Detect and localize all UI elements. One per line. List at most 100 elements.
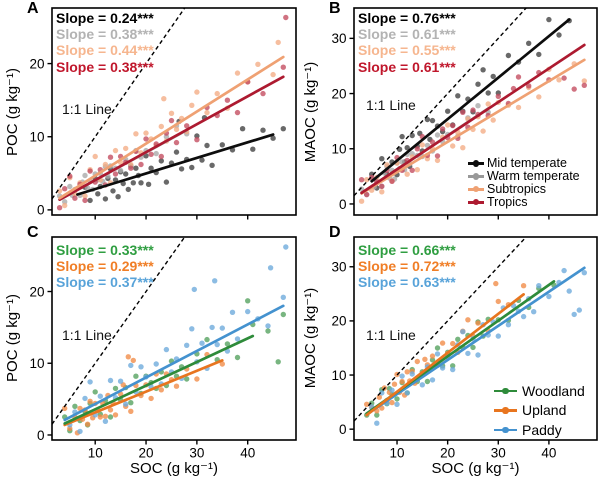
data-point — [219, 142, 225, 148]
warm-temperate-marker-icon — [468, 172, 484, 180]
data-point — [245, 308, 251, 315]
data-point — [234, 70, 241, 76]
panel-a-letter: A — [27, 0, 39, 17]
data-point — [143, 136, 149, 142]
data-point — [455, 93, 461, 99]
data-point — [379, 156, 385, 162]
data-point — [61, 199, 68, 205]
data-point — [115, 194, 121, 200]
regression-line-paddy — [365, 266, 586, 416]
data-point — [520, 283, 527, 289]
data-point — [571, 311, 577, 318]
slope-label-woodland: Slope = 0.33*** — [56, 242, 154, 258]
data-point — [581, 82, 587, 89]
data-point — [95, 191, 101, 197]
data-point — [515, 104, 522, 111]
slope-label-paddy: Slope = 0.63*** — [358, 274, 456, 291]
data-point — [581, 78, 587, 84]
y-tick-label: 0 — [37, 428, 45, 443]
data-point — [178, 166, 185, 172]
data-point — [364, 177, 370, 183]
x-tick-label: 20 — [440, 446, 455, 461]
slope-label-tropics: Slope = 0.38*** — [56, 58, 154, 75]
data-point — [117, 167, 124, 174]
y-tick-label: 20 — [29, 56, 44, 71]
slope-label-upland: Slope = 0.29*** — [56, 258, 154, 275]
legend-item-woodland: Woodland — [494, 381, 585, 401]
data-point — [87, 379, 93, 385]
one-to-one-label-a: 1:1 Line — [62, 101, 112, 117]
data-point — [358, 198, 365, 204]
y-tick-label: 20 — [29, 284, 44, 299]
data-point — [445, 122, 451, 128]
mid-temperate-marker-icon — [468, 159, 484, 167]
data-point — [399, 133, 405, 140]
data-point — [107, 414, 114, 420]
data-point — [194, 376, 200, 382]
data-point — [409, 132, 415, 139]
data-point — [123, 401, 129, 407]
data-point — [434, 153, 441, 159]
data-point — [265, 328, 271, 334]
data-point — [455, 336, 461, 342]
data-point — [270, 135, 276, 141]
slope-label-warm-temperate: Slope = 0.38*** — [56, 26, 154, 43]
y-axis-title-a: POC (g kg⁻¹) — [4, 68, 21, 156]
data-point — [97, 393, 104, 399]
y-tick-label: 30 — [331, 260, 346, 275]
data-point — [536, 283, 542, 289]
data-point — [97, 414, 104, 420]
data-point — [260, 127, 266, 133]
regression-line-subtropics — [360, 58, 586, 195]
panel-d-frame — [353, 236, 598, 441]
data-point — [145, 181, 152, 187]
regression-line-mid-temperate — [370, 18, 571, 183]
data-point — [107, 154, 114, 160]
data-point — [107, 377, 114, 384]
data-point — [92, 389, 98, 395]
legend-label: Warm temperate — [487, 169, 580, 184]
x-tick-label: 10 — [390, 446, 405, 461]
data-point — [117, 378, 124, 384]
data-point — [422, 356, 428, 362]
data-point — [84, 421, 91, 427]
data-point — [404, 145, 410, 151]
regression-line-mid-temperate — [76, 133, 275, 196]
y-tick-label: 10 — [331, 368, 346, 383]
y-axis-title-c: POC (g kg⁻¹) — [4, 294, 21, 382]
data-point — [128, 362, 134, 369]
data-point — [224, 341, 231, 347]
data-point — [414, 146, 420, 152]
one-to-one-line-a — [51, 7, 186, 200]
data-point — [77, 428, 83, 435]
data-point — [439, 365, 446, 371]
data-point — [82, 193, 88, 199]
data-point — [67, 183, 73, 190]
x-tick-label: 30 — [491, 446, 506, 461]
data-point — [475, 352, 481, 358]
data-point — [184, 376, 190, 382]
data-point — [255, 61, 261, 67]
data-point — [102, 413, 109, 419]
data-point — [209, 162, 215, 168]
legend-label: Subtropics — [487, 182, 547, 197]
x-tick-label: 30 — [189, 446, 204, 461]
panel-c-frame — [51, 236, 297, 441]
data-point — [379, 189, 385, 195]
one-to-one-label-d: 1:1 Line — [366, 327, 416, 343]
data-point — [374, 412, 380, 418]
data-point — [234, 354, 241, 361]
data-point — [148, 151, 154, 157]
data-point — [112, 171, 119, 177]
subtropics-marker-icon — [468, 185, 484, 193]
panel-b-letter: B — [329, 0, 341, 17]
x-tick-label: 20 — [139, 446, 154, 461]
panel-d-slope-annotations: Slope = 0.66*** Slope = 0.72*** Slope = … — [358, 242, 456, 291]
data-point — [123, 145, 129, 152]
data-point — [490, 73, 496, 80]
data-point — [379, 390, 385, 396]
data-point — [283, 14, 289, 21]
panel-d-letter: D — [329, 224, 341, 241]
data-point — [450, 363, 456, 369]
